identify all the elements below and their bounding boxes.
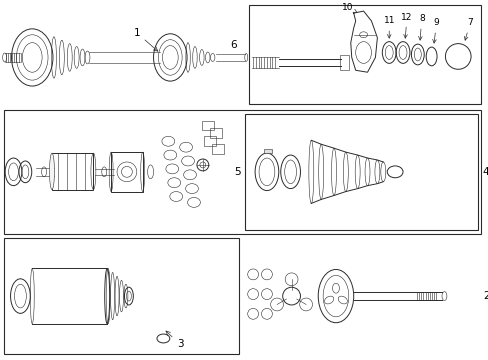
Bar bbox=[111, 152, 142, 192]
Bar bbox=[211, 144, 223, 154]
Text: 5: 5 bbox=[234, 167, 241, 177]
Bar bbox=[249, 5, 480, 104]
Bar bbox=[339, 55, 348, 70]
Bar bbox=[3, 238, 239, 354]
Text: 4: 4 bbox=[482, 167, 488, 177]
Text: 3: 3 bbox=[165, 331, 183, 350]
Text: 8: 8 bbox=[418, 14, 424, 40]
Bar bbox=[52, 153, 93, 190]
Text: 11: 11 bbox=[383, 17, 394, 38]
Text: 7: 7 bbox=[464, 18, 472, 40]
Bar bbox=[209, 129, 221, 138]
Bar bbox=[3, 110, 480, 234]
Text: 6: 6 bbox=[230, 40, 237, 50]
Bar bbox=[245, 114, 477, 230]
Text: 1: 1 bbox=[133, 28, 158, 51]
Bar bbox=[202, 121, 213, 130]
Text: 10: 10 bbox=[342, 3, 356, 13]
Text: 12: 12 bbox=[401, 13, 412, 38]
Text: 9: 9 bbox=[432, 18, 439, 43]
Text: 2: 2 bbox=[482, 291, 488, 301]
Bar bbox=[264, 149, 271, 153]
Ellipse shape bbox=[49, 153, 54, 190]
Bar bbox=[203, 136, 215, 146]
